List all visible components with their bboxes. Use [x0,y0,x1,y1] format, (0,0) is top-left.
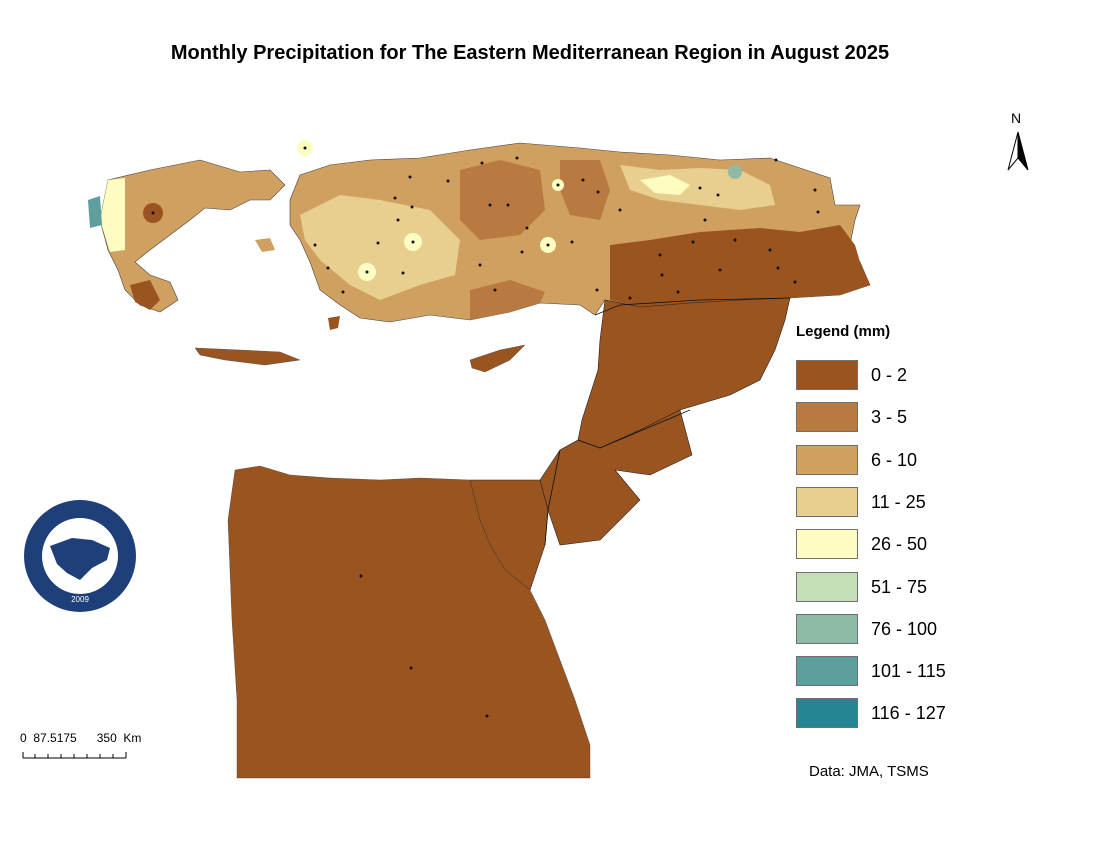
legend-label: 3 - 5 [871,407,908,428]
region-egypt [227,465,591,779]
legend-item: 76 - 100 [796,613,996,646]
legend-item: 26 - 50 [796,529,996,561]
region-3-5-north [560,160,610,220]
legend-swatch [796,656,858,687]
border-line [544,449,561,546]
wet-spot-teal [728,165,742,179]
region-peloponnese-dry [130,280,160,310]
legend-swatch [796,698,858,729]
scale-bar-labels: 0 87.5175 350 Km [20,731,142,745]
region-east-anatolia-dry [610,225,870,307]
legend-item: 6 - 10 [796,444,996,477]
emcc-logo: 2009 [24,500,136,612]
region-greece-northwest-wet [100,178,125,252]
island-rhodes [328,316,340,330]
legend-swatch [796,613,858,644]
region-greece-coast-teal [88,196,102,228]
legend-item: 11 - 25 [796,486,996,519]
region-3-5-zones [460,160,545,240]
scale-bar [22,752,127,759]
legend-label: 51 - 75 [871,576,928,597]
legend-item: 0 - 2 [796,360,996,392]
legend-label: 116 - 127 [871,703,946,724]
wet-spot-black-sea [640,175,690,195]
border-line [594,297,791,316]
legend-swatch [796,360,858,390]
legend-title: Legend (mm) [796,323,891,340]
legend-item: 51 - 75 [796,571,996,604]
legend-item: 116 - 127 [796,698,996,730]
legend-swatch [796,571,858,602]
legend-label: 76 - 100 [871,618,938,639]
legend-label: 11 - 25 [871,491,926,512]
legend-label: 0 - 2 [871,365,908,385]
map-title: Monthly Precipitation for The Eastern Me… [170,42,890,64]
legend-swatch [796,444,858,475]
legend-item: 101 - 115 [796,656,996,688]
legend-swatch [796,402,858,433]
region-syria-iraq [577,297,791,449]
legend-label: 101 - 115 [871,661,946,682]
station-dots [151,146,820,718]
island-cyprus [469,344,526,373]
region-3-5-south [470,280,545,320]
north-arrow-icon [1007,131,1029,171]
north-label: N [1011,110,1022,126]
island-crete [194,347,301,366]
legend-label: 6 - 10 [871,449,918,470]
legend-item: 3 - 5 [796,402,996,434]
logo-year: 2009 [71,595,89,604]
legend-label: 26 - 50 [871,534,928,555]
border-line [577,409,691,449]
legend-swatch [796,486,858,517]
region-central-anatolia-band [300,195,460,300]
region-greece [99,159,286,313]
data-source: Data: JMA, TSMS [809,763,929,780]
legend-swatch [796,529,858,560]
island-lesbos [255,238,275,252]
